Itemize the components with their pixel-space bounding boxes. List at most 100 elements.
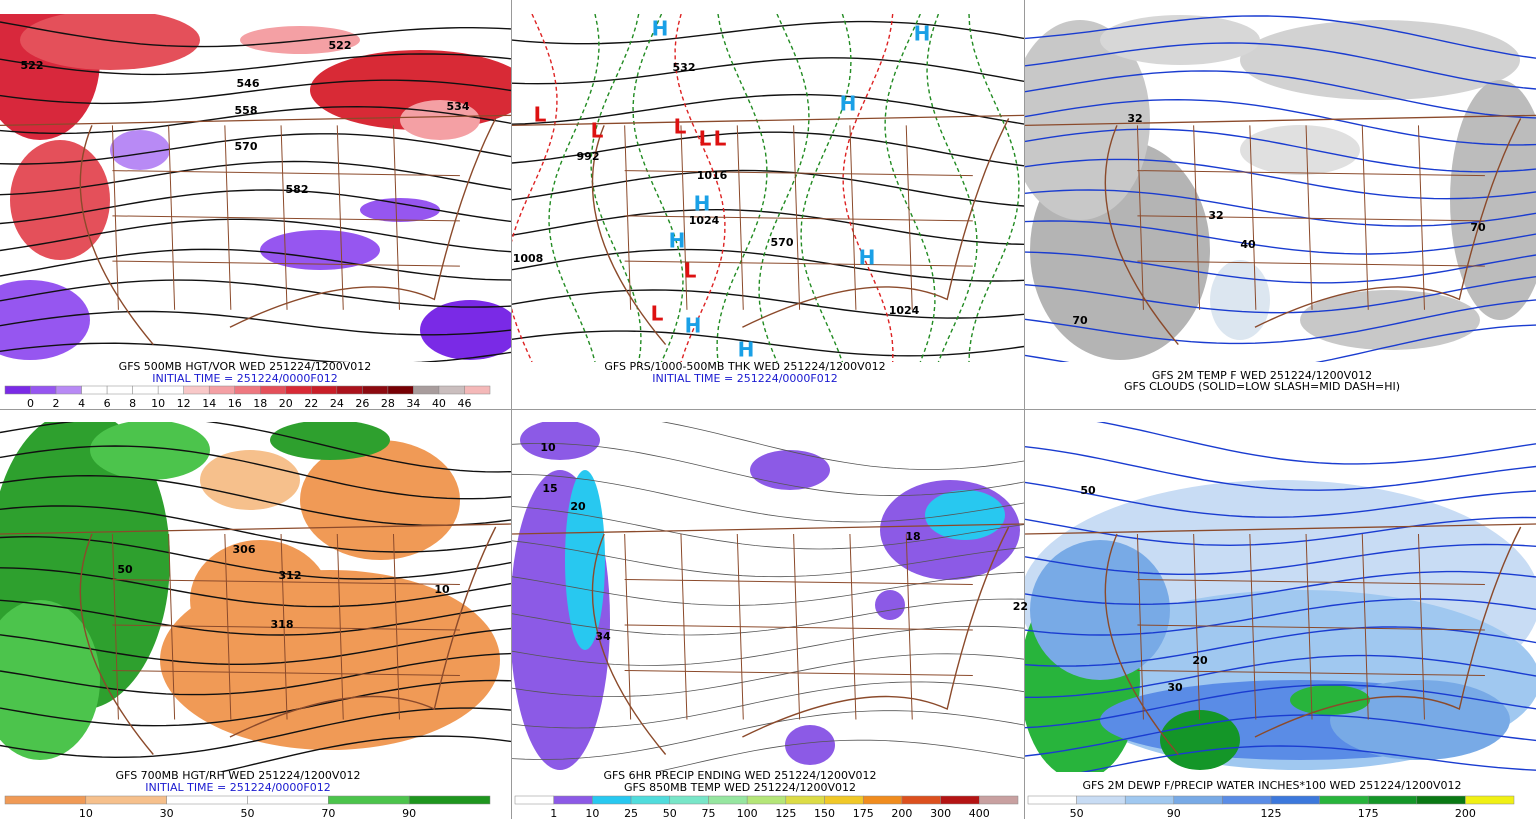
colorbar-swatch [81, 385, 108, 395]
border [1137, 579, 1485, 585]
colorbar-swatch [514, 795, 554, 805]
contour [1025, 276, 1536, 314]
colorbar-swatch [1222, 795, 1272, 805]
border [1361, 533, 1369, 720]
border [168, 125, 176, 310]
contour [1025, 570, 1536, 606]
colorbar-swatch [157, 385, 184, 395]
map-labels: 522 546 558 570 582 534 522 L L L L L L … [21, 17, 1486, 695]
caption: GFS 6HR PRECIP ENDING WED 251224/1200V01… [604, 769, 877, 782]
colorbar-swatch [106, 385, 133, 395]
colorbar-swatch [1416, 795, 1466, 805]
colorbar-label: 2 [53, 397, 60, 410]
colorbar-label: 26 [355, 397, 369, 410]
contour [1025, 324, 1536, 362]
contour [512, 289, 1024, 319]
thickness-contour [842, 14, 894, 362]
border [1025, 523, 1536, 535]
border [905, 125, 913, 310]
contour [1025, 128, 1536, 173]
colorbar-swatch [55, 385, 82, 395]
contour [512, 131, 1024, 167]
contour [512, 57, 1024, 85]
border [680, 125, 688, 310]
colorbar-swatch [464, 385, 491, 395]
shaded-area [260, 230, 380, 270]
colorbar-swatch [438, 385, 465, 395]
border [624, 579, 973, 585]
contour-label: 1024 [689, 214, 720, 227]
colorbar-label: 10 [79, 807, 93, 819]
thickness-contour [884, 14, 936, 362]
colorbar-swatch [234, 385, 261, 395]
colorbar-swatch [979, 795, 1019, 805]
contour-label: 30 [1167, 681, 1183, 694]
contour-label: 34 [595, 630, 611, 643]
border [280, 533, 288, 720]
colorbar-label: 34 [406, 397, 420, 410]
border [624, 125, 632, 310]
contour [0, 679, 511, 727]
colorbar: 0 2 4 6 8 10 12 14 16 18 20 22 24 26 28 34 40 46 [4, 385, 491, 410]
border [112, 215, 460, 222]
colorbar: 10 30 50 70 90 [4, 795, 491, 819]
contour-label: 50 [117, 563, 133, 576]
map [512, 14, 1024, 362]
contour-label: 570 [235, 140, 258, 153]
contour-label: 522 [329, 39, 352, 52]
colorbar-label: 22 [304, 397, 318, 410]
coastline [591, 526, 1010, 755]
contour-label: 70 [1470, 221, 1486, 234]
colorbar-swatch [30, 385, 57, 395]
contour [1025, 654, 1536, 698]
contour-label: 20 [570, 500, 586, 513]
shaded-area [360, 198, 440, 222]
border [680, 533, 688, 720]
contour [0, 535, 511, 580]
contour-label: 546 [237, 77, 260, 90]
border [624, 533, 632, 720]
contour [1025, 189, 1536, 227]
colorbar-swatch [85, 795, 167, 805]
contour-label: 32 [1127, 112, 1142, 125]
colorbar-label: 200 [891, 807, 912, 819]
contour [512, 169, 1024, 207]
border [793, 533, 801, 720]
maps [0, 14, 1536, 772]
contour [512, 443, 1024, 497]
low-marker: L [651, 302, 664, 326]
colorbar-label: 25 [624, 807, 638, 819]
contour [0, 310, 511, 336]
border [1193, 125, 1201, 310]
caption: GFS 850MB TEMP WED 251224/1200V012 [624, 781, 856, 794]
colorbar-label: 16 [228, 397, 242, 410]
colorbar-label: 14 [202, 397, 216, 410]
contour [0, 342, 511, 362]
contour [1025, 42, 1536, 90]
shaded-area [200, 450, 300, 510]
caption: GFS CLOUDS (SOLID=LOW SLASH=MID DASH=HI) [1124, 380, 1400, 393]
colorbar-swatch [311, 385, 338, 395]
contour [1025, 714, 1536, 757]
contour [0, 105, 511, 135]
coastline [1104, 526, 1522, 755]
shaded-area [270, 422, 390, 460]
contour [0, 652, 511, 696]
contour-label: 22 [1013, 600, 1028, 613]
border [849, 533, 857, 720]
contour [1025, 481, 1536, 518]
border [1305, 533, 1313, 720]
border [336, 125, 344, 310]
contour [1025, 251, 1536, 284]
contour [0, 189, 511, 225]
border [512, 114, 1024, 127]
contour [512, 473, 1024, 523]
contour [0, 445, 511, 500]
low-marker: L [674, 115, 687, 139]
colorbar-label: 6 [104, 397, 111, 410]
contour [1080, 745, 1536, 772]
border [1305, 125, 1313, 310]
map [0, 14, 511, 362]
colorbar-swatch [285, 385, 312, 395]
